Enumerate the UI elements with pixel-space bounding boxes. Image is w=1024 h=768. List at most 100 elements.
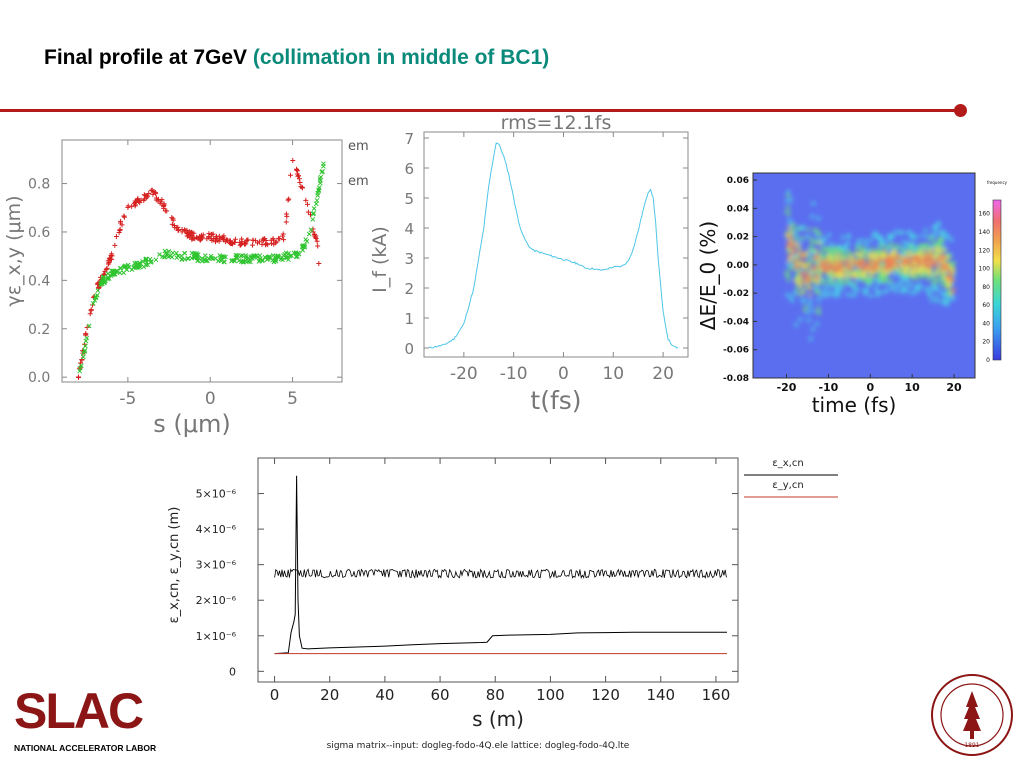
- y-tick-label: 0.6: [28, 225, 50, 241]
- density-blob: [946, 282, 951, 287]
- series-point: [263, 241, 269, 247]
- series-point: [194, 253, 200, 258]
- density-blob: [888, 285, 894, 291]
- density-blob: [898, 229, 904, 235]
- density-blob: [787, 253, 792, 258]
- series-point: [268, 237, 274, 243]
- density-blob: [925, 269, 930, 274]
- y-tick-label: 2×10⁻⁶: [196, 594, 237, 607]
- series-point: [148, 187, 154, 193]
- series-point: [214, 237, 220, 243]
- density-blob: [805, 227, 811, 232]
- series-point: [303, 237, 309, 242]
- density-blob: [832, 259, 837, 264]
- series-point: [315, 190, 320, 196]
- series-point: [251, 253, 257, 258]
- series-point: [267, 255, 272, 260]
- series-point: [137, 260, 142, 266]
- series-point: [270, 253, 276, 258]
- density-blob: [940, 260, 945, 265]
- series-point: [293, 254, 299, 260]
- series-point: [293, 250, 299, 256]
- series-point: [164, 208, 170, 214]
- density-blob: [887, 257, 892, 262]
- density-blob: [795, 257, 800, 262]
- density-blob: [873, 285, 879, 291]
- density-blob: [808, 246, 814, 252]
- series-point: [297, 180, 303, 186]
- density-blob: [862, 238, 868, 244]
- density-blob: [929, 297, 935, 303]
- density-blob: [882, 266, 887, 271]
- x-tick-label: 140: [646, 686, 675, 704]
- density-blob: [787, 239, 792, 244]
- density-blob: [828, 262, 833, 267]
- series-point: [295, 168, 301, 174]
- series-point: [223, 254, 228, 260]
- legend-entry: ε_y,cn: [772, 480, 803, 491]
- density-blob: [889, 269, 894, 274]
- series-point: [140, 258, 145, 264]
- series-point: [220, 235, 226, 241]
- series-point: [121, 213, 127, 219]
- series-point: [260, 236, 266, 242]
- density-blob: [896, 255, 901, 260]
- density-blob: [871, 232, 877, 238]
- density-blob: [876, 261, 881, 266]
- x-tick-label: 20: [320, 686, 339, 704]
- density-blob: [933, 272, 938, 277]
- y-axis-label: I_f (kA): [369, 226, 391, 293]
- density-blob: [797, 243, 802, 249]
- series-point: [86, 323, 92, 329]
- title-rule-dot: [954, 104, 967, 117]
- y-tick-label: 0.00: [727, 261, 749, 271]
- density-blob: [868, 293, 874, 299]
- phase-space-chart: 0.06 0.04 0.02 0.00 -0.02 -0.04 -0.06 -0.08 -20 -…: [696, 172, 1008, 417]
- series-point: [210, 231, 216, 237]
- density-blob: [814, 248, 819, 254]
- series-point: [152, 190, 158, 196]
- series-point: [179, 257, 185, 263]
- series-point: [189, 255, 195, 261]
- series-point: [286, 196, 292, 202]
- density-blob: [837, 254, 842, 259]
- y-tick-label: 1×10⁻⁶: [196, 630, 237, 643]
- series-point: [285, 197, 291, 203]
- density-blob: [935, 259, 940, 264]
- density-blob: [951, 295, 957, 301]
- density-blob: [845, 261, 850, 265]
- density-blob: [787, 266, 793, 271]
- density-blob: [855, 287, 861, 293]
- density-blob: [795, 236, 801, 241]
- density-blob: [835, 266, 840, 271]
- density-blob: [872, 254, 878, 259]
- density-blob: [892, 288, 898, 294]
- density-blob: [850, 267, 855, 272]
- colorbar-tick-label: 20: [982, 339, 990, 346]
- density-blob: [943, 231, 949, 237]
- heatmap-density: [784, 189, 957, 342]
- series-point: [190, 235, 196, 241]
- density-blob: [816, 297, 822, 303]
- density-blob: [918, 248, 924, 254]
- density-blob: [879, 243, 884, 248]
- colorbar-tick-label: 120: [979, 247, 991, 254]
- density-blob: [895, 243, 900, 249]
- series-point: [204, 236, 210, 242]
- emittance-x-line: [274, 475, 727, 655]
- series-point: [175, 253, 181, 259]
- series-point: [171, 222, 177, 228]
- series-point: [236, 258, 242, 263]
- density-blob: [916, 254, 921, 259]
- density-blob: [821, 278, 826, 283]
- density-blob: [800, 260, 805, 265]
- density-blob: [851, 270, 857, 276]
- x-tick-label: -20: [777, 381, 797, 394]
- x-axis-label: time (fs): [812, 393, 897, 417]
- density-blob: [785, 262, 791, 268]
- colorbar-title: frequency: [987, 180, 1008, 185]
- series-point: [219, 234, 225, 240]
- series-point: [296, 176, 302, 182]
- density-blob: [794, 287, 800, 293]
- x-tick-label: 0: [866, 381, 874, 394]
